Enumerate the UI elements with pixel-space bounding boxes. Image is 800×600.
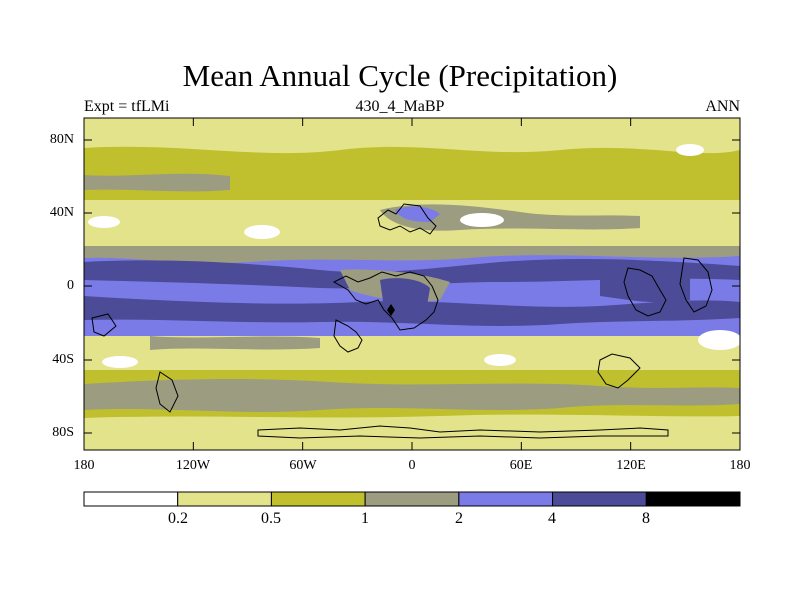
colorbar — [83, 491, 741, 507]
run-label: 430_4_MaBP — [355, 98, 445, 115]
y-tick-80s: 80S — [52, 425, 74, 440]
coastline-asia — [377, 203, 437, 235]
field-south-light-strip — [84, 414, 740, 430]
season-label: ANN — [705, 98, 740, 115]
coastline-patagonia — [155, 371, 179, 413]
field-white-patch-3 — [460, 213, 504, 227]
colorbar-box-4 — [458, 491, 554, 507]
y-tick-80n: 80N — [49, 132, 74, 147]
coastline-africa — [332, 271, 439, 331]
coastline-maritime — [623, 267, 667, 317]
field-white-patch-1 — [88, 216, 120, 228]
field-tropical-grey-upper — [84, 246, 740, 263]
colorbar-label-2: 2 — [455, 510, 463, 527]
x-tick-120w: 120W — [175, 458, 211, 473]
x-tick-180-east: 180 — [729, 458, 751, 473]
colorbar-label-8: 8 — [642, 510, 650, 527]
colorbar-label-1: 1 — [361, 510, 369, 527]
chart-title: Mean Annual Cycle (Precipitation) — [182, 58, 618, 93]
colorbar-box-2 — [270, 491, 366, 507]
x-tick-60w: 60W — [289, 458, 317, 473]
colorbar-box-5 — [552, 491, 647, 507]
coastlines — [91, 203, 713, 439]
coastline-oceania — [679, 257, 713, 313]
y-tick-40n: 40N — [49, 205, 74, 220]
coastline-australia — [597, 353, 641, 389]
coastline-west-pacific — [91, 313, 117, 337]
coastline-south-america — [333, 319, 363, 353]
y-tick-0: 0 — [67, 278, 74, 293]
axis-ticks — [83, 118, 741, 450]
colorbar-box-3 — [364, 491, 460, 507]
x-tick-120e: 120E — [616, 458, 646, 473]
field-white-patch-5 — [698, 330, 740, 350]
colorbar-box-0 — [83, 491, 179, 507]
y-tick-40s: 40S — [52, 352, 74, 367]
field-white-patch-6 — [102, 356, 138, 368]
colorbar-label-4: 4 — [548, 510, 556, 527]
field-southern-grey — [84, 378, 740, 412]
x-tick-0: 0 — [408, 458, 416, 473]
map-field — [84, 118, 740, 450]
field-polar-south — [84, 430, 740, 450]
field-white-patch-4 — [676, 144, 704, 156]
field-white-patch-7 — [484, 354, 516, 366]
x-tick-60e: 60E — [509, 458, 533, 473]
field-north-storm-grey — [380, 204, 640, 231]
field-south-pacific-grey — [150, 336, 320, 350]
island-marker — [387, 304, 395, 316]
x-tick-180-west: 180 — [73, 458, 95, 473]
field-north-light-patch — [84, 118, 740, 154]
colorbar-box-6 — [645, 491, 741, 507]
colorbar-label-0.5: 0.5 — [261, 510, 281, 527]
experiment-label: Expt = tfLMi — [84, 98, 170, 115]
field-north-pacific-grey — [84, 173, 230, 192]
colorbar-label-0.2: 0.2 — [168, 510, 188, 527]
colorbar-box-1 — [177, 491, 272, 507]
field-white-patch-2 — [244, 225, 280, 239]
coastline-antarctica — [257, 425, 669, 439]
field-maritime-purple — [600, 266, 690, 303]
